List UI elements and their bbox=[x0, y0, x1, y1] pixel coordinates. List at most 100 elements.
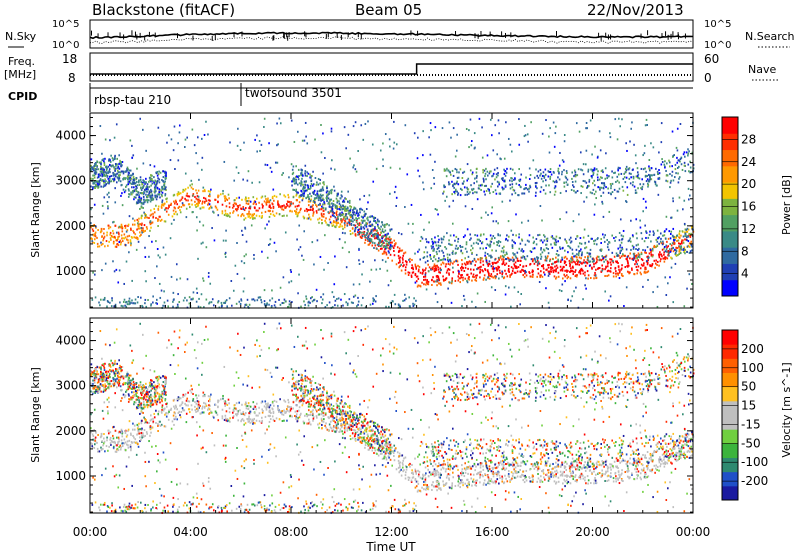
velocity-point bbox=[667, 455, 670, 458]
power-point bbox=[161, 199, 164, 202]
power-point bbox=[329, 215, 332, 218]
power-point bbox=[576, 189, 579, 192]
power-point bbox=[491, 275, 493, 278]
power-point bbox=[169, 237, 172, 240]
velocity-point bbox=[118, 437, 120, 440]
power-point bbox=[504, 174, 507, 177]
power-point bbox=[251, 215, 253, 218]
power-point bbox=[522, 255, 525, 258]
power-point bbox=[205, 120, 207, 123]
power-point bbox=[534, 194, 537, 197]
power-point bbox=[423, 256, 426, 259]
power-point bbox=[691, 245, 693, 248]
power-point bbox=[292, 202, 294, 205]
power-point bbox=[272, 207, 275, 210]
power-point bbox=[650, 253, 653, 256]
power-point bbox=[573, 255, 575, 258]
power-point bbox=[628, 177, 631, 180]
power-point bbox=[374, 244, 377, 247]
power-point bbox=[666, 250, 668, 253]
power-point bbox=[611, 182, 614, 185]
power-point bbox=[679, 160, 681, 163]
power-point bbox=[607, 248, 610, 251]
power-point bbox=[601, 200, 603, 203]
power-point bbox=[434, 241, 437, 244]
power-point bbox=[344, 205, 347, 208]
power-point bbox=[429, 255, 432, 258]
power-point bbox=[497, 266, 500, 269]
power-point bbox=[140, 226, 143, 229]
power-point bbox=[134, 298, 137, 301]
power-point bbox=[578, 250, 581, 253]
power-point bbox=[543, 249, 546, 252]
power-point bbox=[351, 214, 354, 217]
power-point bbox=[381, 237, 384, 240]
power-point bbox=[160, 193, 163, 196]
power-point bbox=[644, 200, 647, 203]
power-point bbox=[511, 246, 514, 249]
power-point bbox=[297, 191, 299, 194]
power-point bbox=[379, 228, 381, 231]
power-point bbox=[543, 176, 546, 179]
power-point bbox=[129, 182, 131, 185]
power-point bbox=[683, 161, 686, 164]
power-point bbox=[388, 224, 390, 227]
power-point bbox=[415, 266, 418, 269]
power-point bbox=[454, 190, 457, 193]
power-point bbox=[309, 192, 311, 195]
power-point bbox=[678, 236, 681, 239]
power-point bbox=[201, 206, 204, 209]
power-point bbox=[634, 254, 637, 257]
power-point bbox=[254, 138, 256, 141]
velocity-point bbox=[666, 462, 669, 465]
power-point bbox=[310, 183, 313, 186]
power-point bbox=[673, 154, 676, 157]
power-point bbox=[487, 274, 490, 277]
power-point bbox=[470, 244, 473, 247]
power-point bbox=[137, 238, 139, 241]
power-point bbox=[92, 186, 94, 189]
power-point bbox=[273, 199, 275, 202]
power-point bbox=[128, 215, 131, 218]
power-point bbox=[496, 273, 499, 276]
power-point bbox=[159, 196, 161, 199]
power-point bbox=[291, 301, 293, 304]
power-point bbox=[260, 196, 263, 199]
power-point bbox=[515, 182, 518, 185]
y-tick-label: 1000 bbox=[55, 264, 86, 278]
power-point bbox=[135, 188, 137, 191]
power-point bbox=[495, 266, 497, 269]
power-point bbox=[296, 238, 298, 241]
power-point bbox=[503, 245, 505, 248]
power-point bbox=[380, 221, 383, 224]
power-point bbox=[198, 201, 200, 204]
power-point bbox=[328, 190, 330, 193]
power-point bbox=[520, 249, 523, 252]
power-point bbox=[102, 212, 105, 215]
power-point bbox=[414, 274, 417, 277]
power-point bbox=[300, 189, 302, 192]
power-point bbox=[433, 270, 436, 273]
power-point bbox=[342, 208, 344, 211]
power-point bbox=[242, 290, 245, 293]
power-point bbox=[647, 236, 650, 239]
power-point bbox=[381, 228, 384, 231]
power-point bbox=[500, 158, 502, 161]
power-point bbox=[563, 181, 566, 184]
power-point bbox=[368, 221, 371, 224]
power-point bbox=[487, 271, 490, 274]
power-point bbox=[128, 176, 131, 179]
power-point bbox=[501, 275, 504, 278]
power-point bbox=[382, 234, 384, 237]
power-point bbox=[650, 142, 652, 145]
cpid-label: CPID bbox=[8, 90, 37, 103]
power-point bbox=[587, 277, 589, 280]
power-point bbox=[573, 260, 575, 263]
power-point bbox=[483, 169, 486, 172]
power-point bbox=[454, 247, 457, 250]
power-point bbox=[270, 305, 273, 308]
power-point bbox=[663, 251, 665, 254]
power-point bbox=[451, 180, 453, 183]
power-point bbox=[392, 147, 395, 150]
power-point bbox=[381, 252, 384, 255]
